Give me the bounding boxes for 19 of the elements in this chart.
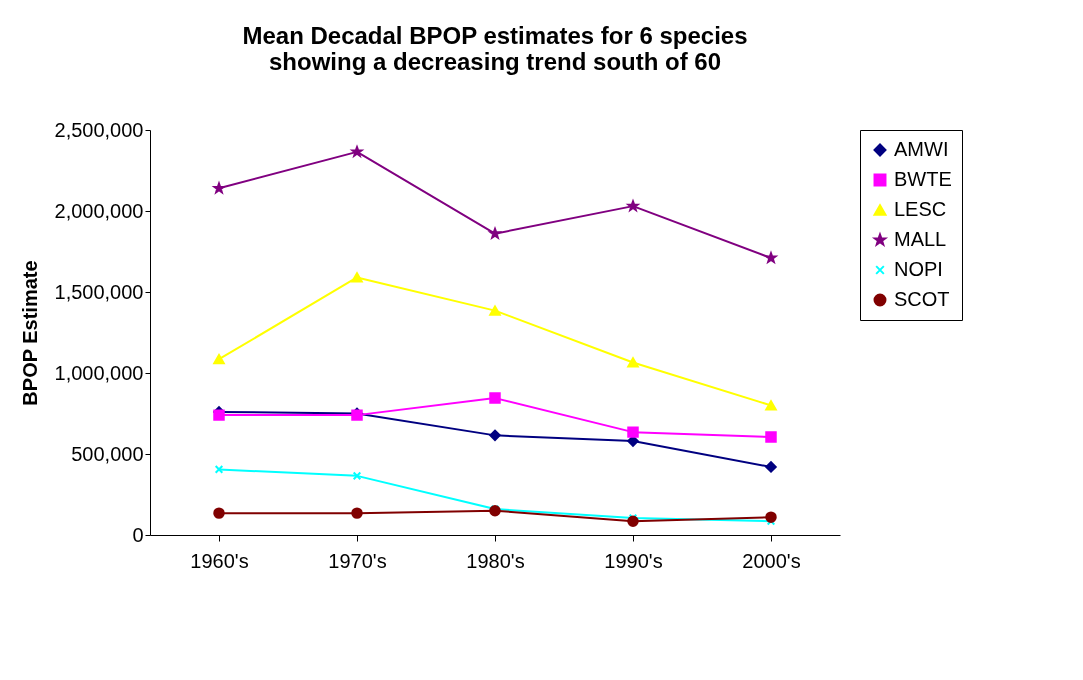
x-tick-label: 1960's [190, 549, 249, 572]
y-tick-label: 2,000,000 [54, 199, 144, 222]
legend-label: SCOT [894, 288, 950, 310]
y-tick-label: 0 [132, 523, 144, 546]
legend-label: LESC [894, 198, 947, 220]
legend-label: BWTE [894, 168, 952, 190]
legend-label: MALL [894, 228, 947, 250]
x-tick-label: 1980's [466, 549, 525, 572]
legend-label: NOPI [894, 258, 943, 280]
y-tick-label: 1,500,000 [54, 280, 144, 303]
x-tick-label: 2000's [742, 549, 801, 572]
y-tick-label: 1,000,000 [54, 361, 144, 384]
y-tick-label: 2,500,000 [54, 118, 144, 141]
x-tick-label: 1970's [328, 549, 387, 572]
legend-label: AMWI [894, 138, 949, 160]
x-tick-label: 1990's [604, 549, 663, 572]
y-axis-title: BPOP Estimate [18, 260, 41, 406]
chart-title: Mean Decadal BPOP estimates for 6 species showing a decreasing trend south of 60 [242, 22, 748, 75]
y-tick-label: 500,000 [71, 442, 144, 465]
